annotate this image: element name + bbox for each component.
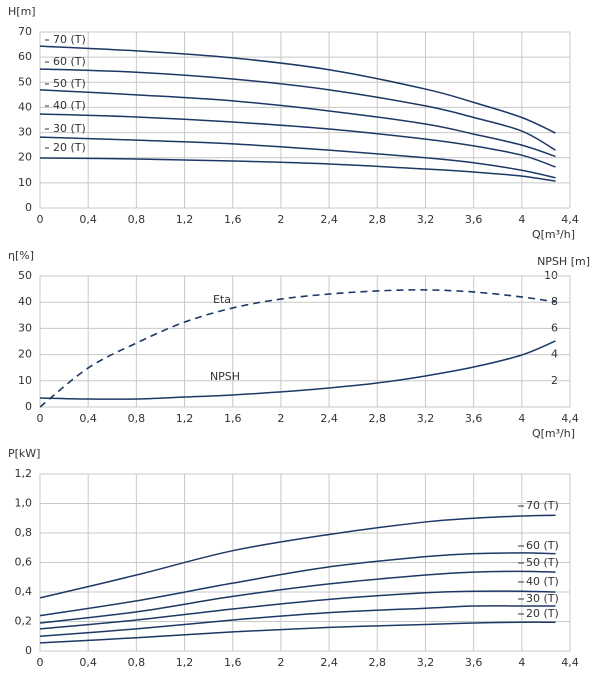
x-tick-label: 2,4	[320, 213, 338, 226]
y-tick-label: 20	[18, 151, 32, 164]
curve	[39, 552, 556, 617]
x-tick-label: 4	[518, 213, 525, 226]
curve	[39, 590, 556, 630]
y-tick-label: 0	[25, 644, 32, 657]
x-tick-label: 0,4	[79, 656, 97, 669]
y-tick-label: 10	[18, 176, 32, 189]
x-tick-label: 2,8	[369, 412, 387, 425]
x-tick-label: 2,4	[320, 412, 338, 425]
x-tick-label: 0,8	[128, 656, 146, 669]
curve	[39, 113, 556, 168]
x-axis-label: Q[m³/h]	[532, 228, 575, 241]
x-tick-label: 0	[37, 412, 44, 425]
y-tick-label: 40	[18, 295, 32, 308]
y-tick-label: 0	[25, 400, 32, 413]
x-tick-label: 2,8	[369, 213, 387, 226]
curve	[39, 605, 556, 637]
series-label: 20 (T)	[53, 141, 86, 154]
y-tick-label: 1,0	[15, 497, 33, 510]
y-axis-label: H[m]	[8, 5, 36, 18]
x-tick-label: 1,6	[224, 656, 242, 669]
y2-tick-label: 4	[551, 348, 558, 361]
y2-tick-label: 2	[551, 374, 558, 387]
x-tick-label: 2	[277, 213, 284, 226]
y-tick-label: 30	[18, 321, 32, 334]
x-tick-label: 1,6	[224, 412, 242, 425]
y-axis-label: η[%]	[8, 249, 34, 262]
y-tick-label: 30	[18, 126, 32, 139]
series-label: 70 (T)	[526, 499, 559, 512]
plot-frame	[39, 473, 571, 652]
x-tick-label: 0,8	[128, 213, 146, 226]
x-tick-label: 2	[277, 656, 284, 669]
curve	[39, 289, 556, 408]
y-tick-label: 0,6	[15, 556, 33, 569]
series-label: 30 (T)	[53, 122, 86, 135]
y-tick-label: 0	[25, 201, 32, 214]
x-tick-label: 2,8	[369, 656, 387, 669]
x-tick-label: 0	[37, 213, 44, 226]
x-tick-label: 3,6	[465, 656, 483, 669]
curve	[39, 570, 556, 624]
x-tick-label: 0,4	[79, 213, 97, 226]
series-label: 50 (T)	[526, 556, 559, 569]
curve	[39, 514, 556, 599]
x-tick-label: 4	[518, 412, 525, 425]
series-label: NPSH	[210, 370, 240, 383]
y-tick-label: 60	[18, 50, 32, 63]
curve	[39, 89, 556, 158]
y-tick-label: 0,4	[15, 585, 33, 598]
series-label: 60 (T)	[53, 55, 86, 68]
x-tick-label: 0,8	[128, 412, 146, 425]
curve	[39, 157, 556, 182]
y-tick-label: 10	[18, 374, 32, 387]
x-tick-label: 2	[277, 412, 284, 425]
x-tick-label: 1,2	[176, 213, 194, 226]
y-tick-label: 20	[18, 348, 32, 361]
y-tick-label: 70	[18, 25, 32, 38]
series-label: 30 (T)	[526, 592, 559, 605]
curve	[39, 340, 556, 400]
x-axis-label: Q[m³/h]	[532, 427, 575, 440]
y-tick-label: 0,2	[15, 615, 33, 628]
series-label: 60 (T)	[526, 539, 559, 552]
curve	[39, 68, 556, 151]
x-tick-label: 3,2	[417, 412, 435, 425]
series-label: 40 (T)	[526, 575, 559, 588]
x-tick-label: 1,6	[224, 213, 242, 226]
x-tick-label: 1,2	[176, 656, 194, 669]
series-label: 40 (T)	[53, 99, 86, 112]
x-tick-label: 4,4	[561, 412, 579, 425]
y-tick-label: 50	[18, 269, 32, 282]
x-tick-label: 4	[518, 656, 525, 669]
x-tick-label: 3,2	[417, 213, 435, 226]
y-tick-label: 1,2	[15, 467, 33, 480]
x-tick-label: 0	[37, 656, 44, 669]
plot-frame	[39, 275, 571, 408]
x-tick-label: 0,4	[79, 412, 97, 425]
y-tick-label: 40	[18, 100, 32, 113]
series-label: 20 (T)	[526, 607, 559, 620]
series-label: Eta	[213, 293, 231, 306]
curve	[39, 136, 556, 179]
x-tick-label: 3,6	[465, 412, 483, 425]
x-tick-label: 3,2	[417, 656, 435, 669]
y-tick-label: 50	[18, 75, 32, 88]
curve	[39, 621, 556, 644]
x-tick-label: 4,4	[561, 213, 579, 226]
x-tick-label: 1,2	[176, 412, 194, 425]
series-label: 70 (T)	[53, 33, 86, 46]
x-tick-label: 4,4	[561, 656, 579, 669]
x-tick-label: 3,6	[465, 213, 483, 226]
x-tick-label: 2,4	[320, 656, 338, 669]
y2-axis-label: NPSH [m]	[537, 255, 590, 268]
curve	[39, 45, 556, 134]
plot-frame	[39, 31, 571, 209]
y2-tick-label: 6	[551, 321, 558, 334]
series-label: 50 (T)	[53, 77, 86, 90]
y-axis-label: P[kW]	[8, 447, 40, 460]
y-tick-label: 0,8	[15, 526, 33, 539]
